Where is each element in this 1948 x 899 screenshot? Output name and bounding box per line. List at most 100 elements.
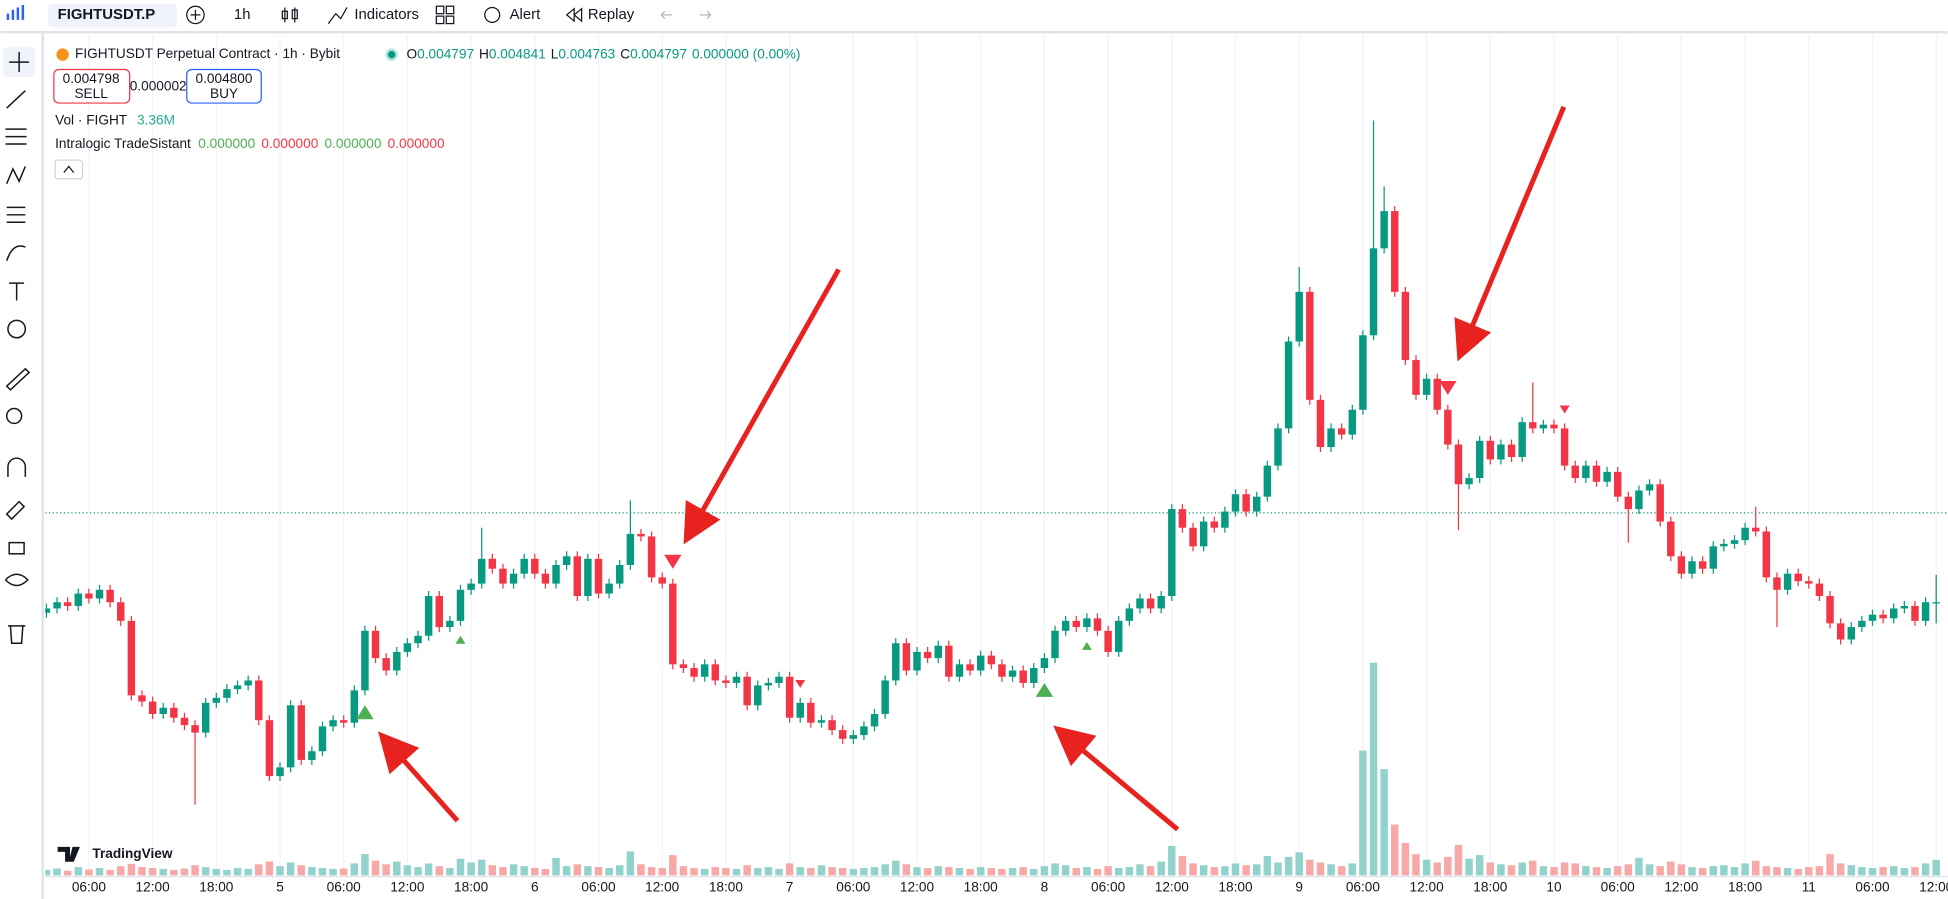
- x-tick-label: 18:00: [709, 879, 744, 894]
- collapse-button[interactable]: [54, 159, 84, 180]
- candle-body: [1274, 428, 1282, 466]
- volume-bar: [945, 867, 953, 876]
- volume-bar: [424, 863, 433, 876]
- candle-body: [1306, 291, 1314, 400]
- candle-body: [1168, 509, 1176, 597]
- undo[interactable]: [660, 10, 673, 20]
- x-tick-label: 8: [1041, 879, 1049, 894]
- volume-bar: [605, 868, 613, 876]
- volume-bar: [1550, 867, 1558, 876]
- candle-body: [1019, 670, 1027, 683]
- volume-bar: [1337, 866, 1346, 876]
- candle-body: [1507, 444, 1516, 457]
- brush[interactable]: [5, 245, 26, 261]
- forecast[interactable]: [6, 206, 26, 224]
- interval[interactable]: 1h: [234, 7, 251, 23]
- candle-body: [456, 589, 465, 621]
- indicator-value: 0.000000: [325, 136, 382, 151]
- volume-bar: [297, 865, 305, 876]
- volume-bar: [1231, 863, 1240, 876]
- candle-body: [148, 701, 157, 714]
- volume-bar: [138, 867, 146, 876]
- magnet[interactable]: [7, 457, 27, 477]
- emoji[interactable]: [7, 319, 27, 339]
- layouts[interactable]: [435, 5, 445, 15]
- h-label: H: [479, 46, 489, 61]
- volume-bar: [1454, 844, 1463, 876]
- fib[interactable]: [5, 128, 27, 145]
- buy-button[interactable]: [186, 68, 262, 104]
- candle-body: [138, 695, 146, 702]
- volume-bar: [1412, 854, 1420, 876]
- logo[interactable]: [6, 4, 25, 20]
- alert[interactable]: Alert: [510, 7, 541, 23]
- icon: [291, 9, 298, 20]
- volume-bar: [361, 854, 369, 876]
- zoom[interactable]: [5, 407, 23, 425]
- volume-bar: [1072, 868, 1080, 876]
- candle-body: [860, 726, 868, 736]
- volume-bar: [1136, 864, 1144, 876]
- signal-buy: [455, 635, 466, 644]
- text-tool[interactable]: [9, 282, 25, 301]
- indicators[interactable]: Indicators: [354, 7, 419, 23]
- candle-body: [584, 558, 592, 597]
- volume-bar: [477, 859, 486, 876]
- visibility[interactable]: [4, 573, 29, 587]
- sell-button[interactable]: [53, 68, 131, 104]
- x-tick-label: 5: [276, 879, 284, 894]
- volume-bar: [1879, 867, 1887, 876]
- volume-bar: [148, 868, 157, 876]
- candle-body: [1157, 596, 1165, 609]
- candle-body: [1698, 561, 1707, 569]
- replay[interactable]: Replay: [588, 7, 635, 23]
- volume-bar: [509, 864, 518, 876]
- candle-body: [1624, 496, 1633, 510]
- candle-body: [1900, 605, 1909, 609]
- volume-bar: [998, 868, 1006, 876]
- lock-drawing[interactable]: [5, 500, 26, 521]
- candle-body: [955, 664, 964, 677]
- symbol-box[interactable]: [47, 3, 177, 28]
- candle-body: [700, 664, 709, 677]
- trend-line[interactable]: [6, 90, 26, 109]
- candle-body: [127, 620, 136, 696]
- volume-bar: [1762, 866, 1771, 876]
- candle-body: [616, 564, 624, 584]
- candle-body: [732, 676, 741, 683]
- patterns[interactable]: [6, 166, 27, 185]
- crosshair[interactable]: [9, 52, 30, 73]
- candle-body: [1582, 465, 1590, 479]
- symbol[interactable]: FIGHTUSDT.P: [58, 7, 156, 23]
- candle-body: [1486, 440, 1495, 460]
- annotations: [378, 105, 1567, 832]
- ruler[interactable]: [5, 367, 31, 391]
- volume-bar: [541, 868, 550, 876]
- redo[interactable]: [699, 10, 712, 20]
- volume-bar: [318, 868, 327, 876]
- candle-body: [1337, 428, 1346, 435]
- candle-body: [1645, 484, 1654, 491]
- candle-body: [1136, 598, 1144, 609]
- volume-bar: [1868, 868, 1877, 876]
- candle-body: [1613, 471, 1622, 497]
- o-value: 0.004797: [417, 46, 474, 61]
- volume-bar: [647, 867, 656, 876]
- x-tick-label: 06:00: [1601, 879, 1636, 894]
- volume-bar: [1146, 866, 1155, 876]
- volume-bar: [276, 866, 284, 876]
- volume-bar: [764, 867, 773, 876]
- delete[interactable]: [7, 625, 26, 644]
- candle-body: [1221, 511, 1229, 528]
- volume-bar: [1560, 862, 1569, 876]
- lock[interactable]: [8, 541, 25, 555]
- add-symbol[interactable]: [186, 5, 205, 25]
- candle-body: [1327, 428, 1335, 448]
- status-dot: [385, 48, 398, 61]
- candle-body: [1412, 360, 1420, 395]
- candle-body: [1826, 596, 1834, 624]
- candle-body: [1847, 627, 1855, 640]
- candle-body: [573, 556, 581, 597]
- volume-bar: [1178, 855, 1187, 876]
- candle-body: [1380, 211, 1388, 249]
